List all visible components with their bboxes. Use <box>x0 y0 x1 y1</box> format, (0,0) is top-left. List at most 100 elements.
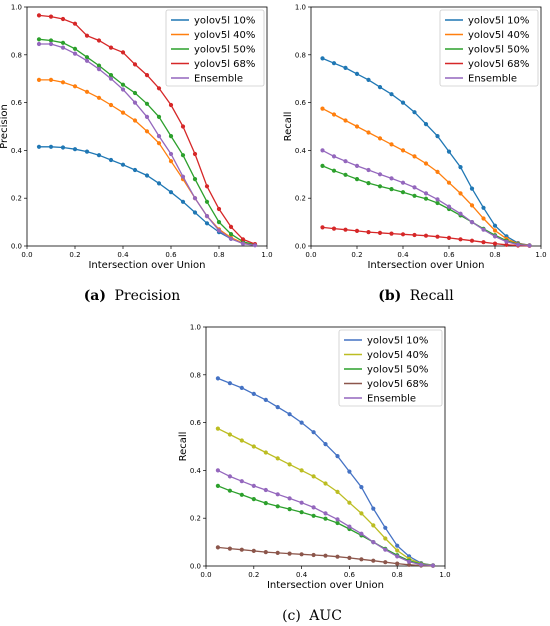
data-point <box>395 543 400 548</box>
x-tick-label: 0.6 <box>344 571 356 579</box>
data-point <box>446 180 452 185</box>
data-point <box>377 85 383 90</box>
data-point <box>458 211 463 216</box>
data-point <box>251 548 256 554</box>
data-point <box>60 40 66 45</box>
precision-panel: 0.0 0.2 0.4 0.6 0.8 1.0 0.0 0.2 0.4 0.6 0.8 1.0 Inte… <box>0 4 273 272</box>
data-point <box>423 191 429 196</box>
data-point <box>299 420 304 425</box>
data-point <box>383 525 388 530</box>
data-point <box>299 468 304 473</box>
x-tick-label: 0.8 <box>392 571 403 579</box>
data-point <box>96 67 102 72</box>
data-point <box>108 73 114 78</box>
data-point <box>132 167 138 173</box>
series-line <box>322 57 530 246</box>
data-point <box>215 545 220 550</box>
data-point <box>299 552 304 557</box>
data-point <box>481 205 486 210</box>
data-point <box>331 61 337 66</box>
data-point <box>36 41 42 47</box>
data-point <box>343 172 348 177</box>
y-tick-label: 1.0 <box>190 324 201 332</box>
data-point <box>60 16 66 22</box>
data-point <box>275 405 280 410</box>
data-point <box>335 520 340 526</box>
data-point <box>481 240 486 245</box>
data-point <box>504 242 509 247</box>
data-point <box>435 200 440 206</box>
data-point <box>168 159 174 164</box>
data-point <box>72 147 78 152</box>
data-point <box>311 474 316 479</box>
data-point <box>377 230 383 235</box>
x-tick-label: 0.2 <box>248 571 259 579</box>
data-point <box>320 148 325 153</box>
data-point <box>216 220 222 225</box>
data-point <box>227 432 232 437</box>
legend-entry: Ensemble <box>468 74 517 85</box>
y-tick-label: 0.0 <box>190 563 201 571</box>
data-point <box>156 141 162 146</box>
svg-text:(b) Recall: (b) Recall <box>378 288 454 304</box>
x-axis-label: Intersection over Union <box>267 580 384 591</box>
y-tick-label: 0.8 <box>11 51 22 59</box>
data-point <box>412 110 417 115</box>
data-point <box>359 557 364 562</box>
data-point <box>400 190 406 195</box>
data-point <box>335 554 340 559</box>
series-1 <box>320 56 532 248</box>
data-point <box>347 500 352 505</box>
y-tick-label: 1.0 <box>295 4 306 12</box>
series-4 <box>320 225 532 248</box>
data-point <box>435 234 440 239</box>
data-point <box>389 187 394 192</box>
data-point <box>108 45 114 50</box>
data-point <box>320 56 325 61</box>
data-point <box>48 38 54 43</box>
series-line <box>217 428 434 566</box>
data-point <box>239 385 244 390</box>
legend-frame <box>165 9 265 87</box>
data-point <box>481 227 486 232</box>
data-point <box>216 228 222 233</box>
data-point <box>377 136 383 141</box>
data-point <box>263 501 268 506</box>
data-point <box>180 174 186 179</box>
data-point <box>132 62 138 67</box>
data-point <box>423 233 429 238</box>
data-point <box>395 548 400 553</box>
auc-panel: 0.0 0.2 0.4 0.6 0.8 1.0 0.0 0.2 0.4 0.6 0.8 1.0 Inte… <box>178 324 451 592</box>
data-point <box>239 479 244 484</box>
series-line <box>39 146 256 246</box>
axes-frame <box>310 6 542 247</box>
data-point <box>412 232 417 238</box>
data-point <box>48 77 54 82</box>
data-point <box>423 122 429 127</box>
data-point <box>469 186 475 191</box>
data-point <box>347 469 352 474</box>
data-point <box>120 110 126 115</box>
data-point <box>84 55 90 60</box>
data-point <box>359 511 364 516</box>
data-point <box>120 87 126 92</box>
legend: yolov5l 10% yolov5l 40% yolov5l 50% yolov5l… <box>439 9 539 87</box>
axes-frame <box>26 6 268 247</box>
legend-frame <box>338 329 443 407</box>
data-point <box>430 563 436 568</box>
data-point <box>366 77 371 82</box>
data-point <box>275 492 280 497</box>
data-point <box>400 148 406 153</box>
data-point <box>215 468 220 473</box>
svg-text:(c) AUC: (c) AUC <box>282 608 342 624</box>
data-point <box>354 124 360 129</box>
legend-frame <box>439 9 539 87</box>
legend-entry: yolov5l 40% <box>194 30 255 41</box>
data-point <box>48 14 54 19</box>
data-point <box>359 531 364 536</box>
data-point <box>311 513 316 518</box>
data-point <box>239 438 244 443</box>
data-point <box>299 500 304 505</box>
data-point <box>343 159 348 164</box>
data-point <box>389 231 394 236</box>
